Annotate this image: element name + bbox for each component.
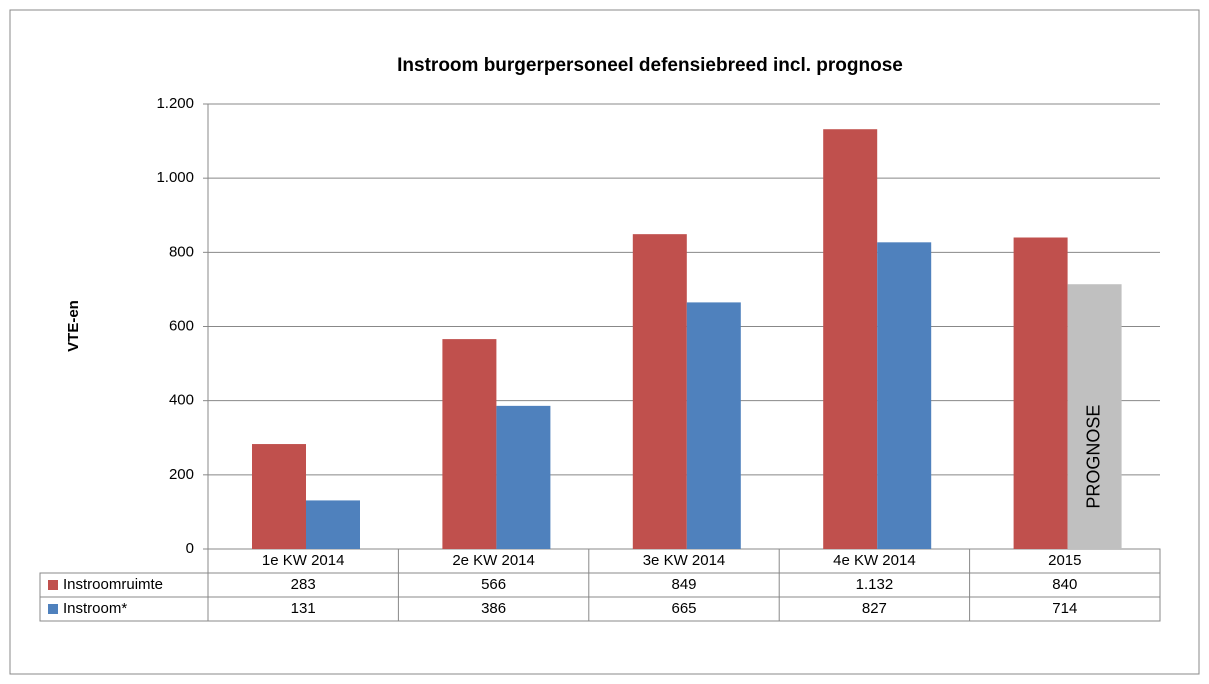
legend-label: Instroomruimte [63, 576, 163, 593]
bar [1013, 237, 1068, 549]
y-tick-label: 0 [186, 540, 194, 557]
legend-swatch [48, 604, 58, 614]
table-value: 131 [291, 600, 316, 617]
x-tick-label: 2015 [1048, 552, 1081, 569]
bar [442, 339, 497, 549]
chart-title: Instroom burgerpersoneel defensiebreed i… [397, 55, 903, 76]
x-tick-label: 2e KW 2014 [452, 552, 535, 569]
bar [1067, 284, 1122, 549]
table-value: 566 [481, 576, 506, 593]
table-value: 714 [1052, 600, 1077, 617]
table-value: 1.132 [856, 576, 894, 593]
y-tick-label: 1.000 [156, 169, 194, 186]
bar [252, 444, 306, 549]
y-tick-label: 600 [169, 317, 194, 334]
legend-swatch [48, 580, 58, 590]
bar [823, 129, 878, 549]
y-axis-title: VTE-en [65, 300, 82, 352]
table-value: 827 [862, 600, 887, 617]
x-tick-label: 3e KW 2014 [643, 552, 726, 569]
annotation: PROGNOSE [1083, 405, 1103, 509]
bar [496, 405, 551, 549]
y-tick-label: 400 [169, 392, 194, 409]
x-tick-label: 1e KW 2014 [262, 552, 345, 569]
y-tick-label: 800 [169, 243, 194, 260]
table-value: 386 [481, 600, 506, 617]
bar [306, 500, 360, 549]
y-tick-label: 1.200 [156, 95, 194, 112]
table-value: 849 [671, 576, 696, 593]
bar [877, 242, 932, 549]
legend-label: Instroom* [63, 600, 127, 617]
bar [686, 302, 741, 549]
y-tick-label: 200 [169, 466, 194, 483]
x-tick-label: 4e KW 2014 [833, 552, 916, 569]
table-value: 840 [1052, 576, 1077, 593]
bar [632, 234, 687, 549]
table-value: 665 [671, 600, 696, 617]
table-value: 283 [291, 576, 316, 593]
